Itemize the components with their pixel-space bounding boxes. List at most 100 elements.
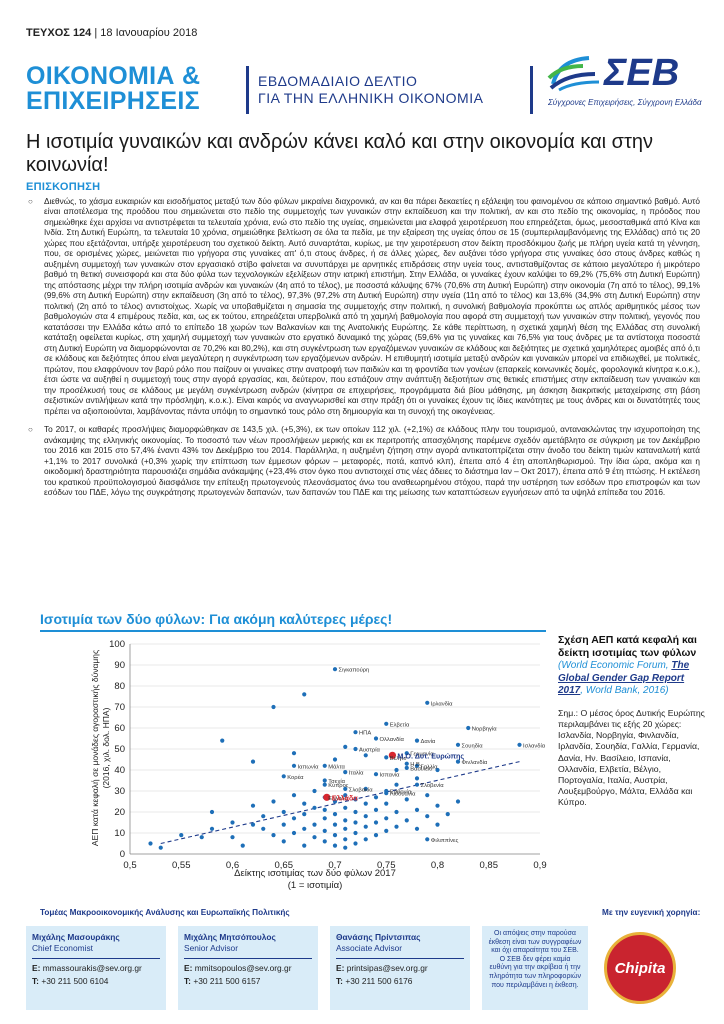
data-point xyxy=(343,744,348,749)
paragraph-text: Διεθνώς, το χάσμα ευκαιριών και εισοδήμα… xyxy=(44,197,700,416)
data-point xyxy=(343,805,348,810)
overview-paragraph: ○ Το 2017, οι καθαρές προσλήψεις διαμορφ… xyxy=(26,425,700,498)
data-point xyxy=(373,772,379,777)
contact-role: Senior Advisor xyxy=(184,943,238,953)
point-label: Μάλτα xyxy=(328,763,345,770)
chart-side-panel: Σχέση ΑΕΠ κατά κεφαλή και δείκτη ισοτιμί… xyxy=(558,634,708,809)
x-axis-label-sub: (1 = ισοτιμία) xyxy=(288,880,343,891)
trendline xyxy=(160,761,520,845)
data-point xyxy=(291,816,297,821)
data-point xyxy=(455,799,461,804)
data-point xyxy=(209,826,215,831)
data-point xyxy=(220,738,225,743)
data-point xyxy=(384,721,389,726)
data-point xyxy=(322,778,327,783)
data-point xyxy=(312,835,317,840)
data-point xyxy=(291,830,297,836)
data-point xyxy=(322,807,327,812)
email-link[interactable]: printsipas@sev.org.gr xyxy=(346,963,428,973)
point-label: Σουηδία xyxy=(462,743,484,749)
data-point xyxy=(302,692,307,697)
subtitle-line-1: ΕΒΔΟΜΑΔΙΑΙΟ ΔΕΛΤΙΟ xyxy=(258,73,418,89)
data-point xyxy=(384,816,389,821)
y-tick-label: 0 xyxy=(120,849,125,860)
contact-name: Θανάσης Πρίντσιπας xyxy=(336,932,421,942)
data-point xyxy=(230,820,235,825)
data-point xyxy=(322,763,327,768)
point-label: Γερμανία xyxy=(410,752,434,758)
data-point xyxy=(271,704,276,710)
chart-title-rule xyxy=(40,630,546,632)
contact-divider xyxy=(184,958,312,959)
data-point xyxy=(302,812,307,817)
sponsor-name: Chipita xyxy=(614,959,666,977)
contact-divider xyxy=(32,958,160,959)
chart-axes: 0 10 20 30 40 50 60 70 80 90 100 0,5 0,55 0,6 0,65 0,7 0… xyxy=(109,639,546,871)
point-label: Λιθουανία xyxy=(390,792,416,798)
contact-email: E: mmitsopoulos@sev.org.gr xyxy=(184,963,292,973)
sev-logo-tagline: Σύγχρονες Επιχειρήσεις, Σύγχρονη Ελλάδα xyxy=(548,98,702,107)
point-label: Κορέα xyxy=(287,774,304,781)
data-point xyxy=(343,818,348,823)
data-point xyxy=(199,835,204,840)
y-tick-label: 20 xyxy=(114,807,125,818)
overview-bullets: ○ Διεθνώς, το χάσμα ευκαιριών και εισοδή… xyxy=(26,197,700,499)
sponsor-logo: Chipita xyxy=(604,932,676,1004)
data-point xyxy=(363,837,368,842)
data-point xyxy=(384,828,389,833)
data-point xyxy=(394,824,399,829)
point-label: Σλοβενία xyxy=(421,783,445,789)
contact-divider xyxy=(336,958,464,959)
data-point xyxy=(291,751,297,756)
data-point xyxy=(343,786,348,791)
contact-name: Μιχάλης Μασουράκης xyxy=(32,932,120,942)
data-point xyxy=(322,839,327,844)
x-tick-label: 0,75 xyxy=(377,860,396,871)
data-point xyxy=(363,801,368,806)
data-point xyxy=(148,841,153,846)
data-point xyxy=(343,793,348,798)
highlight-label: Ελλάδα xyxy=(332,793,358,802)
point-label: Φιλιππίνες xyxy=(431,838,459,844)
y-tick-label: 40 xyxy=(114,765,125,776)
report-link[interactable]: The Global Gender Gap Report 2017 xyxy=(558,660,690,697)
data-point xyxy=(353,820,358,825)
data-point xyxy=(343,845,348,850)
data-point xyxy=(373,795,379,800)
y-tick-label: 30 xyxy=(114,786,125,797)
highlight-label: Μ.Ο. Δυτ. Ευρώπης xyxy=(397,751,464,760)
email-link[interactable]: mmitsopoulos@sev.org.gr xyxy=(194,963,292,973)
email-link[interactable]: mmassourakis@sev.org.gr xyxy=(42,963,142,973)
data-point xyxy=(209,809,215,815)
data-point xyxy=(291,763,297,768)
data-point xyxy=(414,763,420,768)
data-point xyxy=(517,742,522,747)
data-point xyxy=(414,782,420,787)
data-point xyxy=(332,667,338,672)
data-point xyxy=(291,793,297,798)
data-point xyxy=(425,814,430,819)
data-point xyxy=(414,776,420,781)
brand-line-2: ΕΠΙΧΕΙΡΗΣΕΙΣ xyxy=(26,87,200,115)
contact-role: Associate Advisor xyxy=(336,943,403,953)
side-title: Σχέση ΑΕΠ κατά κεφαλή και δείκτη ισοτιμί… xyxy=(558,634,697,659)
x-tick-label: 0,65 xyxy=(275,860,294,871)
data-point xyxy=(404,765,409,770)
data-point xyxy=(363,753,368,758)
point-label: Ελβετία xyxy=(390,722,410,728)
point-label: Γαλλία xyxy=(421,764,439,770)
y-tick-label: 70 xyxy=(114,702,125,713)
data-point xyxy=(455,742,461,747)
point-label: Ισλανδία xyxy=(523,743,546,749)
point-label: Εσθονία xyxy=(390,790,412,796)
data-point xyxy=(384,791,389,796)
x-tick-label: 0,7 xyxy=(328,860,341,871)
point-label: Ιρλανδία xyxy=(431,701,453,707)
newsletter-brand: ΟΙΚΟΝΟΜΙΑ & ΕΠΙΧΕΙΡΗΣΕΙΣ xyxy=(26,64,246,114)
gender-gap-scatter-chart: 0 10 20 30 40 50 60 70 80 90 100 0,5 0,55 0,6 0,65 0,7 0… xyxy=(90,639,547,891)
contact-email: E: printsipas@sev.org.gr xyxy=(336,963,428,973)
point-label: Κύπρος xyxy=(328,783,349,789)
data-point xyxy=(394,767,399,773)
data-point xyxy=(179,833,184,838)
footer-department: Τομέας Μακροοικονομικής Ανάλυσης και Ευρ… xyxy=(40,908,290,917)
